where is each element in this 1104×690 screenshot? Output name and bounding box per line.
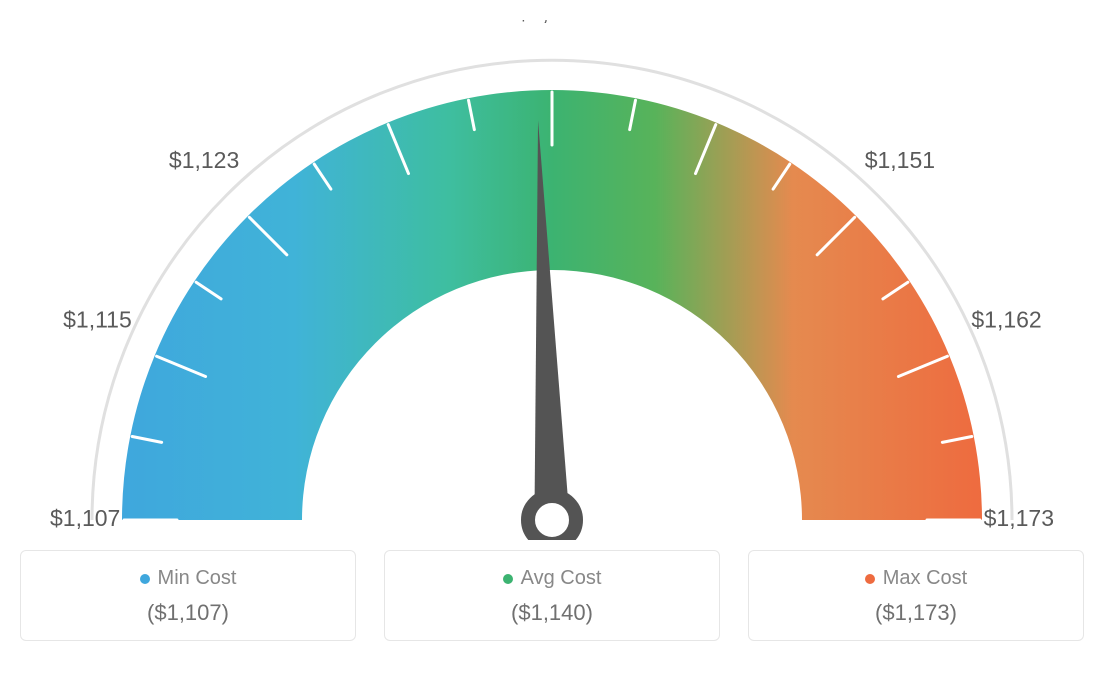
- legend-card-avg: Avg Cost ($1,140): [384, 550, 720, 641]
- legend-card-max: Max Cost ($1,173): [748, 550, 1084, 641]
- gauge-chart: $1,107 $1,115 $1,123 $1,140 $1,151 $1,162 $1,1…: [20, 20, 1084, 540]
- legend-value-avg: ($1,140): [397, 600, 707, 626]
- legend-card-min: Min Cost ($1,107): [20, 550, 356, 641]
- gauge-scale-label: $1,123: [169, 147, 239, 173]
- legend-title-avg: Avg Cost: [521, 567, 602, 590]
- gauge-scale-label: $1,140: [517, 20, 587, 25]
- legend-dot-avg: [503, 574, 513, 584]
- gauge-scale-label: $1,107: [50, 505, 120, 531]
- gauge-scale-label: $1,173: [984, 505, 1054, 531]
- legend-value-min: ($1,107): [33, 600, 343, 626]
- gauge-needle-hub: [528, 496, 576, 540]
- legend-dot-min: [140, 574, 150, 584]
- gauge-scale-label: $1,151: [865, 147, 935, 173]
- legend-dot-max: [865, 574, 875, 584]
- legend-row: Min Cost ($1,107) Avg Cost ($1,140) Max …: [20, 550, 1084, 641]
- legend-title-max: Max Cost: [883, 567, 967, 590]
- gauge-scale-label: $1,115: [63, 307, 132, 333]
- legend-value-max: ($1,173): [761, 600, 1071, 626]
- gauge-scale-label: $1,162: [971, 307, 1041, 333]
- legend-title-min: Min Cost: [158, 567, 237, 590]
